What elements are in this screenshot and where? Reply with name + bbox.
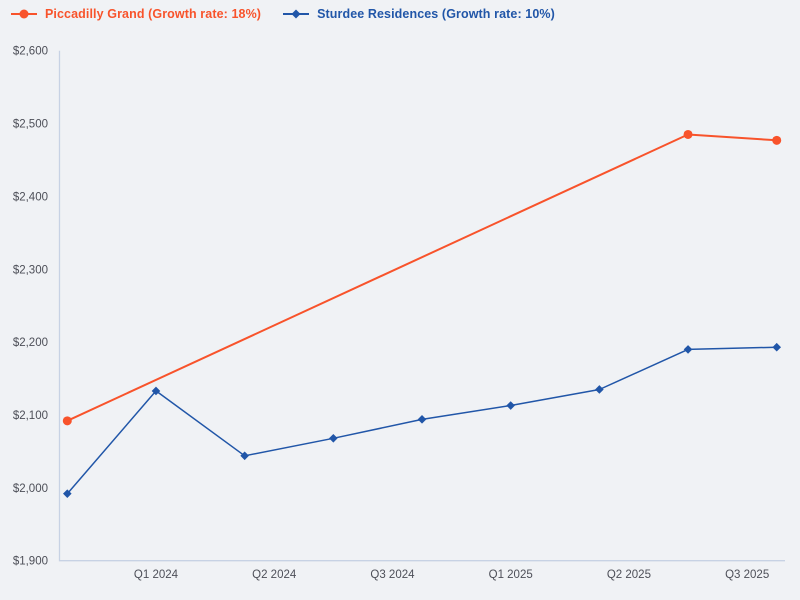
data-point-marker[interactable] <box>683 345 693 354</box>
y-axis-tick-label: $2,300 <box>13 264 48 276</box>
axis-lines <box>58 50 785 562</box>
y-axis-tick-label: $2,000 <box>13 483 48 495</box>
data-point-marker[interactable] <box>595 385 604 394</box>
data-point-marker[interactable] <box>772 342 782 352</box>
y-axis-tick-label: $2,200 <box>13 337 48 349</box>
legend-label: Piccadilly Grand (Growth rate: 18%) <box>45 7 262 21</box>
x-axis-tick-label: Q2 2025 <box>607 569 651 581</box>
legend-item-piccadilly-grand[interactable]: Piccadilly Grand (Growth rate: 18%) <box>10 7 261 21</box>
data-point-marker[interactable] <box>683 129 693 139</box>
data-point-marker[interactable] <box>151 386 161 396</box>
x-axis-tick-label: Q1 2024 <box>134 569 179 581</box>
y-axis-tick-label: $1,900 <box>13 556 48 568</box>
data-point-marker[interactable] <box>417 415 427 424</box>
series-line-piccadilly-grand <box>66 133 778 422</box>
y-axis-tick-label: $2,400 <box>13 191 48 203</box>
x-axis-tick-label: Q1 2025 <box>489 569 533 581</box>
legend-item-sturdee-residences[interactable]: Sturdee Residences (Growth rate: 10%) <box>282 7 555 21</box>
data-point-marker[interactable] <box>240 451 249 461</box>
y-axis-tick-label: $2,600 <box>13 46 48 58</box>
y-axis-tick-label: $2,500 <box>13 119 48 131</box>
data-point-marker[interactable] <box>329 434 338 443</box>
x-axis-tick-label: Q3 2024 <box>370 569 415 581</box>
circle-series-marker-icon <box>11 9 37 19</box>
data-point-marker[interactable] <box>772 135 782 145</box>
diamond-series-marker-icon <box>283 9 310 19</box>
chart-legend: Piccadilly Grand (Growth rate: 18%) Stur… <box>10 7 555 21</box>
data-point-marker[interactable] <box>62 416 72 426</box>
x-axis-tick-label: Q2 2024 <box>252 569 297 581</box>
legend-label: Sturdee Residences (Growth rate: 10%) <box>317 7 555 21</box>
x-axis-tick-label: Q3 2025 <box>725 569 769 581</box>
y-axis-tick-label: $2,100 <box>13 410 48 422</box>
data-point-marker[interactable] <box>506 401 515 410</box>
data-point-marker[interactable] <box>63 489 72 498</box>
